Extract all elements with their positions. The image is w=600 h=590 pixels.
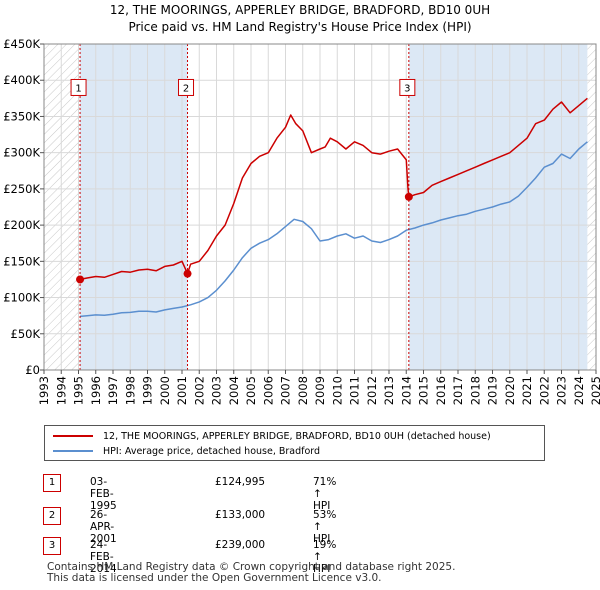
chart-title: 12, THE MOORINGS, APPERLEY BRIDGE, BRADF… (109, 3, 491, 17)
x-tick-label: 2014 (399, 376, 413, 405)
x-tick-label: 1994 (54, 376, 68, 405)
x-tick-label: 2017 (451, 376, 465, 405)
x-tick-label: 1996 (89, 376, 103, 405)
transaction-hpi: 19% ↑ HPI (313, 539, 337, 575)
x-tick-label: 1999 (141, 376, 155, 405)
x-tick-label: 2015 (417, 376, 431, 405)
hatched-period (587, 44, 596, 370)
x-tick-label: 2009 (313, 376, 327, 405)
transaction-hpi: 71% ↑ HPI (313, 476, 337, 512)
x-tick-label: 2003 (210, 376, 224, 405)
property-line-swatch (53, 435, 93, 437)
sale-marker-box (70, 78, 87, 96)
x-tick-label: 2002 (192, 376, 206, 405)
chart-legend: 12, THE MOORINGS, APPERLEY BRIDGE, BRADF… (44, 425, 545, 461)
x-tick-label: 1995 (72, 376, 86, 405)
transaction-price: £133,000 (215, 509, 266, 521)
legend-item-property: 12, THE MOORINGS, APPERLEY BRIDGE, BRADF… (53, 429, 491, 443)
sale-marker-label: 1 (75, 83, 81, 94)
legend-hpi-label: HPI: Average price, detached house, Brad… (103, 445, 321, 457)
y-tick-label: £100K (3, 291, 40, 305)
hatched-period (44, 44, 81, 370)
x-tick-label: 2001 (175, 376, 189, 405)
x-tick-label: 2022 (537, 376, 551, 405)
y-tick-label: £50K (11, 327, 41, 341)
sale-marker-box (178, 78, 195, 96)
sale-marker-box (399, 78, 416, 96)
x-tick-label: 2012 (365, 376, 379, 405)
x-tick-label: 2006 (261, 376, 275, 405)
sale-marker-label: 3 (404, 83, 410, 94)
x-tick-label: 2000 (158, 376, 172, 405)
y-tick-label: £250K (3, 182, 40, 196)
x-tick-label: 2018 (468, 376, 482, 405)
y-tick-label: £400K (3, 73, 40, 87)
x-tick-label: 2023 (555, 376, 569, 405)
legend-property-label: 12, THE MOORINGS, APPERLEY BRIDGE, BRADF… (103, 430, 491, 442)
x-tick-label: 1993 (37, 376, 51, 405)
x-tick-label: 2025 (589, 376, 600, 405)
transaction-price: £124,995 (215, 476, 266, 488)
x-tick-label: 2021 (520, 376, 534, 405)
transaction-date: 26-APR-2001 (90, 509, 117, 545)
x-tick-label: 2005 (244, 376, 258, 405)
transaction-price: £239,000 (215, 539, 266, 551)
x-tick-label: 2016 (434, 376, 448, 405)
price-chart: 1 2 3 £0 £50K £100K £150K £200K £250K £300K £350K… (3, 37, 600, 405)
legend-item-hpi: HPI: Average price, detached house, Brad… (53, 444, 320, 458)
x-tick-label: 2013 (382, 376, 396, 405)
transaction-hpi: 53% ↑ HPI (313, 509, 337, 545)
x-tick-label: 2004 (227, 376, 241, 405)
footer-copyright: Contains HM Land Registry data © Crown c… (47, 561, 456, 573)
x-tick-label: 2008 (296, 376, 310, 405)
sale-marker-dot (76, 275, 85, 284)
y-tick-label: £150K (3, 254, 40, 268)
x-tick-label: 2019 (486, 376, 500, 405)
x-tick-label: 2020 (503, 376, 517, 405)
chart-subtitle: Price paid vs. HM Land Registry's House … (128, 20, 472, 34)
y-tick-label: £200K (3, 218, 40, 232)
x-tick-label: 2010 (330, 376, 344, 405)
transaction-badge: 1 (43, 474, 61, 492)
y-tick-label: £350K (3, 109, 40, 123)
x-tick-label: 1998 (123, 376, 137, 405)
sale-marker-label: 2 (183, 83, 189, 94)
hpi-line (80, 141, 588, 318)
y-tick-label: £450K (3, 37, 40, 51)
transaction-badge: 3 (43, 537, 61, 555)
y-tick-label: £0 (25, 363, 40, 377)
hpi-line-swatch (53, 450, 93, 452)
x-tick-label: 1997 (106, 376, 120, 405)
sale-marker-dot (183, 269, 192, 278)
transaction-badge: 2 (43, 507, 61, 525)
x-tick-label: 2007 (279, 376, 293, 405)
x-tick-label: 2011 (348, 376, 362, 405)
shaded-period (408, 44, 588, 370)
transaction-date: 24-FEB-2014 (90, 539, 117, 575)
property-price-line (79, 97, 588, 281)
x-tick-label: 2024 (572, 376, 586, 405)
sale-marker-dot (404, 192, 413, 201)
transaction-date: 03-FEB-1995 (90, 476, 117, 512)
y-tick-label: £300K (3, 146, 40, 160)
footer-licence: This data is licensed under the Open Gov… (47, 572, 382, 584)
